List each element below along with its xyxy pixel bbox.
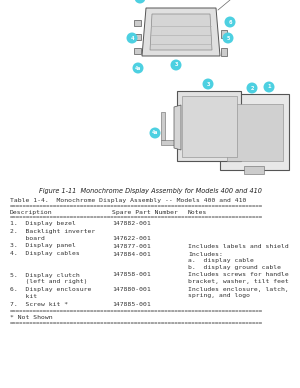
Text: Figure 1-11  Monochrome Display Assembly for Models 400 and 410: Figure 1-11 Monochrome Display Assembly … (39, 188, 261, 194)
Text: 147877-001: 147877-001 (112, 244, 151, 248)
Text: 147858-001: 147858-001 (112, 272, 151, 277)
Text: Includes screws for handle: Includes screws for handle (188, 272, 289, 277)
Circle shape (134, 0, 146, 3)
Text: a.  display cable: a. display cable (188, 258, 254, 263)
Text: ===========================================================================: ========================================… (10, 204, 263, 210)
Text: 5: 5 (226, 35, 230, 40)
Text: Includes:: Includes: (188, 251, 223, 256)
Polygon shape (150, 14, 212, 50)
Text: 4a: 4a (135, 66, 141, 71)
FancyBboxPatch shape (134, 34, 141, 40)
Circle shape (202, 78, 214, 90)
Text: 3: 3 (206, 81, 210, 87)
Text: 3: 3 (174, 62, 178, 68)
Text: 1: 1 (267, 85, 271, 90)
Text: ===========================================================================: ========================================… (10, 322, 263, 326)
Text: 147622-001: 147622-001 (112, 236, 151, 241)
FancyBboxPatch shape (134, 20, 141, 26)
FancyBboxPatch shape (134, 48, 141, 54)
Polygon shape (142, 8, 220, 56)
FancyBboxPatch shape (244, 166, 264, 174)
Text: 4: 4 (130, 35, 134, 40)
Text: 147885-001: 147885-001 (112, 301, 151, 307)
Text: ===========================================================================: ========================================… (10, 215, 263, 220)
Text: 3.  Display panel: 3. Display panel (10, 244, 76, 248)
Text: ===========================================================================: ========================================… (10, 310, 263, 315)
Text: 147884-001: 147884-001 (112, 251, 151, 256)
Text: b.  display ground cable: b. display ground cable (188, 265, 281, 270)
Text: spring, and logo: spring, and logo (188, 293, 250, 298)
Text: 4.  Display cables: 4. Display cables (10, 251, 80, 256)
Text: 7.  Screw kit *: 7. Screw kit * (10, 301, 68, 307)
Circle shape (133, 62, 143, 73)
Circle shape (170, 59, 182, 71)
Text: Table 1-4.  Monochrome Display Assembly -- Models 400 and 410: Table 1-4. Monochrome Display Assembly -… (10, 198, 246, 203)
FancyBboxPatch shape (182, 95, 236, 156)
Text: 6: 6 (228, 19, 232, 24)
FancyBboxPatch shape (161, 140, 175, 145)
FancyBboxPatch shape (220, 94, 289, 170)
Text: 147880-001: 147880-001 (112, 287, 151, 292)
FancyBboxPatch shape (221, 30, 227, 38)
Text: 1.  Display bezel: 1. Display bezel (10, 221, 76, 226)
Text: (left and right): (left and right) (10, 279, 88, 284)
FancyBboxPatch shape (177, 91, 241, 161)
Text: board: board (10, 236, 45, 241)
Text: 5.  Display clutch: 5. Display clutch (10, 272, 80, 277)
Text: Description: Description (10, 210, 52, 215)
FancyBboxPatch shape (161, 112, 165, 140)
Text: Includes enclosure, latch,: Includes enclosure, latch, (188, 287, 289, 292)
Text: 2: 2 (250, 85, 254, 90)
FancyBboxPatch shape (221, 48, 227, 56)
Circle shape (263, 81, 274, 92)
Text: Spare Part Number: Spare Part Number (112, 210, 178, 215)
Text: Includes labels and shield: Includes labels and shield (188, 244, 289, 248)
Text: bracket, washer, tilt feet: bracket, washer, tilt feet (188, 279, 289, 284)
Polygon shape (174, 105, 181, 150)
FancyBboxPatch shape (226, 104, 283, 161)
Text: Notes: Notes (188, 210, 207, 215)
Circle shape (149, 128, 161, 139)
Text: 6.  Display enclosure: 6. Display enclosure (10, 287, 92, 292)
Text: 2.  Backlight inverter: 2. Backlight inverter (10, 229, 95, 234)
Text: 147882-001: 147882-001 (112, 221, 151, 226)
Circle shape (224, 17, 236, 28)
Text: * Not Shown: * Not Shown (10, 315, 52, 320)
Circle shape (127, 33, 137, 43)
Circle shape (223, 33, 233, 43)
Text: 4a: 4a (152, 130, 158, 135)
Text: kit: kit (10, 293, 37, 298)
Circle shape (247, 83, 257, 94)
